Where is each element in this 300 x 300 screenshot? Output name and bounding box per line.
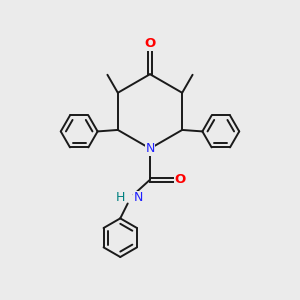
- Text: H: H: [116, 191, 125, 204]
- Text: O: O: [175, 173, 186, 186]
- Text: O: O: [144, 37, 156, 50]
- Text: N: N: [145, 142, 155, 155]
- Text: N: N: [134, 191, 143, 204]
